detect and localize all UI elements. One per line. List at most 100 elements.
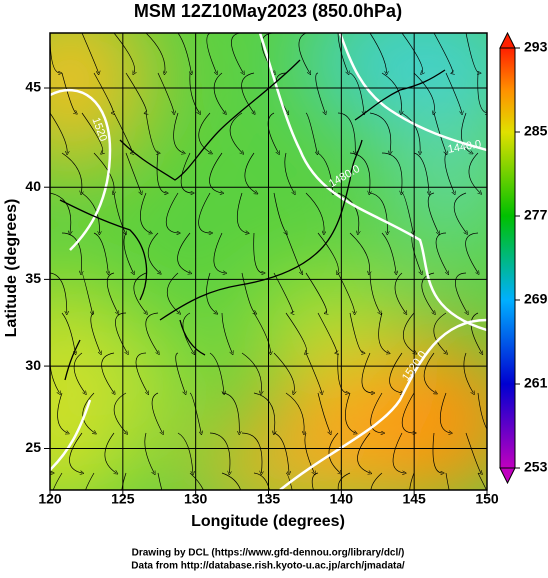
streamline — [411, 232, 421, 273]
streamline — [253, 472, 270, 490]
streamline — [401, 192, 413, 233]
streamline — [180, 152, 192, 193]
streamline — [337, 472, 351, 490]
streamline — [285, 312, 307, 353]
streamline — [189, 72, 200, 113]
streamline — [81, 272, 92, 313]
streamline — [345, 392, 355, 433]
streamline — [381, 232, 396, 273]
streamline — [369, 272, 380, 313]
streamline — [244, 152, 256, 193]
streamline — [453, 192, 466, 233]
x-tick-label: 125 — [111, 491, 135, 507]
y-tick-label: 45 — [25, 79, 41, 95]
streamline — [221, 392, 239, 433]
streamline — [401, 33, 423, 73]
streamline — [285, 232, 302, 273]
streamline — [381, 72, 401, 113]
streamline — [455, 272, 467, 313]
streamline — [361, 352, 373, 393]
streamline — [315, 72, 326, 113]
colorbar — [499, 47, 516, 469]
streamline — [125, 72, 146, 113]
streamline — [157, 72, 174, 113]
streamline — [90, 312, 101, 353]
streamline — [145, 312, 158, 353]
streamline — [173, 112, 184, 153]
streamline — [177, 432, 193, 473]
streamline — [52, 472, 63, 490]
x-tick-label: 130 — [184, 491, 208, 507]
streamline — [317, 232, 338, 273]
streamline — [477, 392, 487, 433]
streamline — [477, 472, 487, 490]
streamline — [305, 112, 317, 153]
streamline — [85, 472, 95, 490]
streamline — [165, 192, 178, 233]
streamline — [273, 432, 289, 473]
streamline — [73, 352, 85, 393]
streamline — [253, 392, 275, 433]
streamline — [221, 472, 241, 490]
streamline — [477, 72, 487, 113]
streamline — [236, 192, 247, 233]
streamline — [175, 352, 186, 393]
streamline — [253, 312, 271, 353]
colorbar-tick-label: 253 — [524, 459, 548, 475]
streamline — [401, 112, 420, 153]
streamline — [433, 112, 446, 153]
y-axis-label: Latitude (degrees) — [3, 199, 20, 338]
grid — [50, 33, 487, 490]
streamline — [61, 72, 76, 113]
streamline — [273, 192, 286, 233]
streamline — [121, 472, 127, 490]
streamline — [144, 432, 154, 473]
streamline — [378, 312, 389, 353]
streamline — [470, 312, 482, 353]
streamline — [229, 112, 242, 153]
streamline — [337, 192, 359, 233]
streamline — [433, 312, 446, 353]
streamline — [465, 432, 481, 473]
streamline — [151, 392, 162, 433]
contours — [50, 33, 487, 490]
streamline — [337, 272, 355, 313]
contour-label: 1440.0 — [447, 138, 482, 156]
streamline — [206, 33, 217, 73]
streamline — [369, 112, 391, 153]
streamline — [156, 152, 166, 193]
streamline — [394, 272, 406, 313]
streamline — [221, 312, 232, 353]
streamline — [101, 352, 114, 393]
streamline — [61, 232, 82, 273]
streamline — [61, 312, 75, 353]
colorbar-tick-label: 277 — [524, 207, 548, 223]
streamline — [423, 352, 436, 393]
streamline — [305, 352, 322, 393]
streamline — [57, 392, 68, 433]
streamline — [328, 432, 340, 473]
streamline — [69, 432, 82, 473]
streamline — [440, 392, 450, 433]
colorbar-max-arrow — [499, 31, 516, 49]
streamline — [241, 352, 261, 393]
streamline — [93, 72, 113, 113]
map-title: MSM 12Z10May2023 (850.0hPa) — [134, 1, 402, 21]
colorbar-min-arrow — [499, 467, 516, 485]
streamline — [145, 33, 165, 73]
streamline — [213, 72, 225, 113]
streamline — [206, 272, 216, 313]
streamline — [50, 272, 67, 313]
colorbar-tick-label: 293 — [524, 39, 548, 55]
streamline — [465, 232, 478, 273]
x-tick-label: 140 — [330, 491, 354, 507]
streamline — [409, 472, 415, 490]
streamline — [177, 33, 191, 73]
streamline — [133, 272, 146, 313]
streamline — [135, 352, 148, 393]
streamline — [432, 432, 442, 473]
streamline — [349, 72, 364, 113]
streamline — [401, 392, 414, 433]
streamline — [157, 472, 163, 490]
